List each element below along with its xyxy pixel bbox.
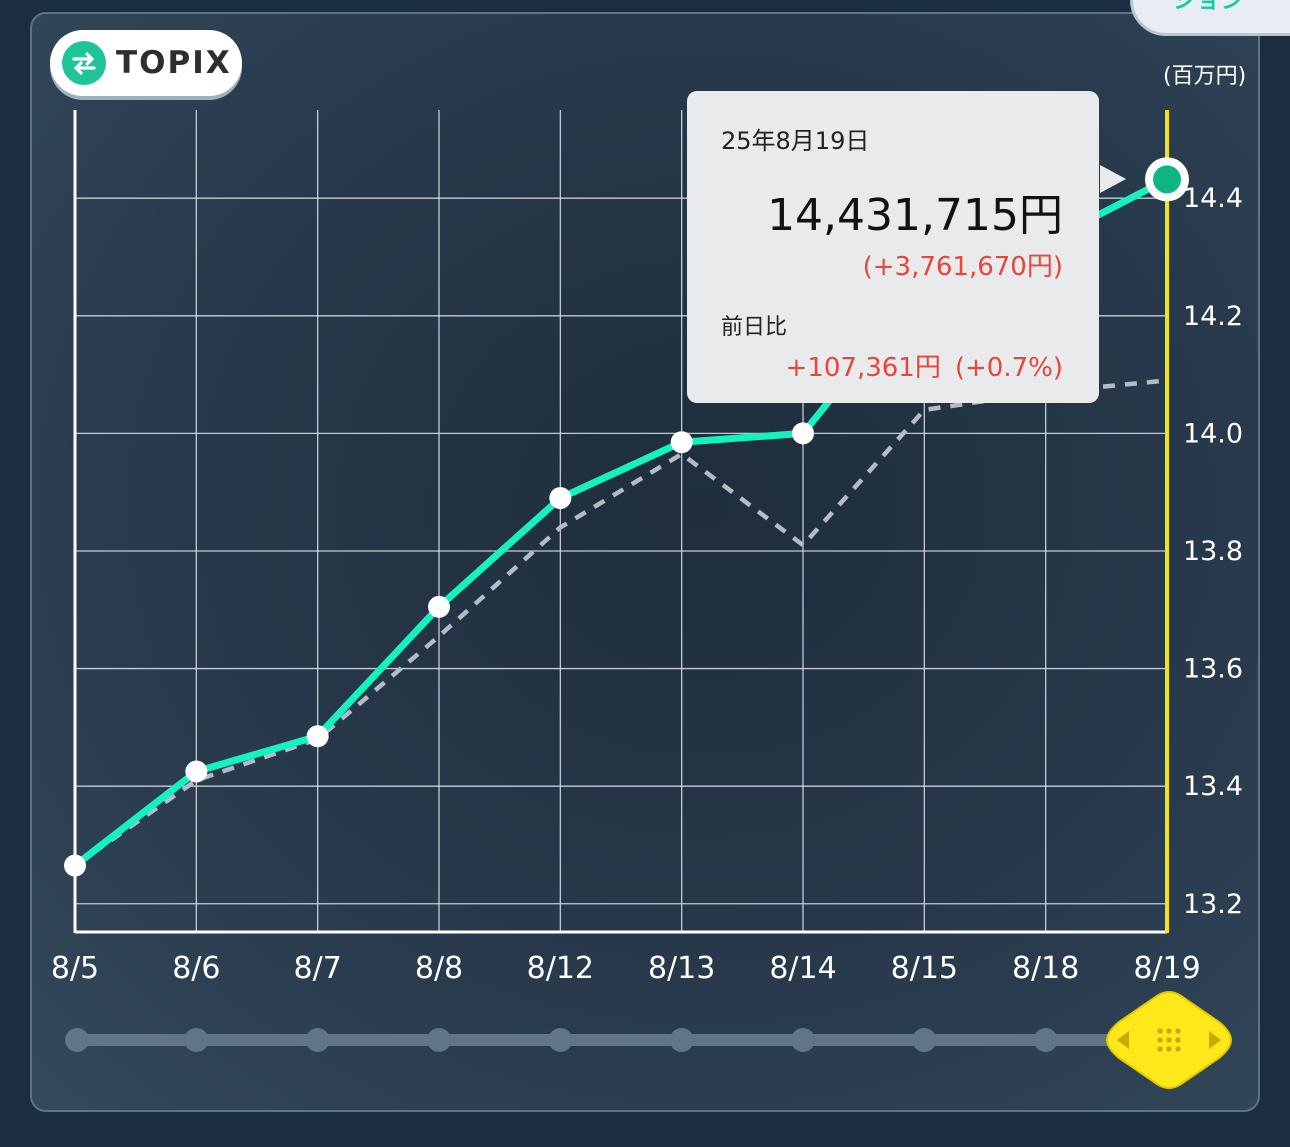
y-tick-label: 13.6 [1183,654,1243,685]
slider-stop [548,1028,573,1052]
data-point [670,431,693,454]
axes [73,110,1169,934]
slider-stop [1033,1028,1058,1052]
tooltip-prev-label: 前日比 [721,315,788,340]
handle-right-arrow-icon [1209,1031,1221,1049]
grip-dot-icon [1175,1028,1181,1034]
slider-stop [65,1028,89,1052]
y-tick-label: 13.2 [1183,889,1243,920]
handle-left-arrow-icon [1117,1031,1129,1049]
tooltip-prev-amount: +107,361円 [785,353,941,383]
x-tick-label: 8/6 [172,951,220,986]
y-tick-label: 14.2 [1183,301,1243,332]
value-tooltip: 25年8月19日 14,431,715円 (+3,761,670円) 前日比 +… [687,91,1099,403]
x-tick-label: 8/15 [891,951,958,986]
x-tick-label: 8/5 [51,951,99,986]
data-point [306,725,329,748]
slider-stop [669,1028,694,1052]
grip-dot-icon [1157,1037,1163,1043]
grip-dot-icon [1157,1046,1163,1052]
topix-badge[interactable]: TOPIX [50,30,242,96]
x-tick-label: 8/12 [527,951,594,986]
y-tick-label: 13.4 [1183,771,1243,802]
y-tick-label: 13.8 [1183,536,1243,567]
grip-dot-icon [1175,1037,1181,1043]
tooltip-date: 25年8月19日 [721,127,870,155]
corner-tab[interactable]: ション [1130,0,1290,36]
date-slider[interactable] [65,991,1233,1089]
slider-stop [184,1028,209,1052]
data-point [549,487,572,510]
comparison-series [73,378,1168,868]
exchange-arrows-icon [62,41,106,85]
y-tick-label: 14.4 [1183,183,1243,214]
tooltip-prev-percent: (+0.7%) [954,353,1063,383]
tooltip-pointer [1100,165,1126,193]
comparison-line [73,378,1168,868]
grip-dot-icon [1166,1046,1172,1052]
x-tick-label: 8/14 [769,951,836,986]
data-point [792,422,814,445]
tooltip-total-gain: (+3,761,670円) [862,252,1063,282]
x-tick-label: 8/8 [415,951,463,986]
y-tick-labels: 13.2 13.4 13.6 13.8 14.0 14.2 14.4 [1183,183,1243,920]
grip-dot-icon [1166,1028,1172,1034]
y-axis-unit: (百万円) [1163,64,1247,89]
slider-stop [305,1028,330,1052]
data-point [185,760,208,783]
slider-stop [427,1028,451,1052]
grip-dot-icon [1166,1037,1172,1043]
grid [75,110,1168,932]
grip-dot-icon [1175,1046,1181,1052]
badge-label: TOPIX [116,45,232,81]
data-point [428,595,450,618]
selected-point [1153,165,1181,194]
x-tick-labels: 8/5 8/6 8/7 8/8 8/12 8/13 8/14 8/15 8/18 8/19 [51,951,1201,986]
slider-stop [912,1028,937,1052]
x-tick-label: 8/7 [294,951,342,986]
slider-handle[interactable] [1105,991,1233,1089]
y-tick-label: 14.0 [1183,418,1243,449]
corner-tab-label: ション [1173,0,1246,14]
x-tick-label: 8/18 [1012,951,1079,986]
x-tick-label: 8/19 [1133,951,1200,986]
grip-dot-icon [1157,1028,1163,1034]
tooltip-prev-change: +107,361円 (+0.7%) [786,347,1063,384]
slider-stop [791,1028,815,1052]
data-point [64,854,86,877]
x-tick-label: 8/13 [648,951,715,986]
tooltip-value: 14,431,715円 [767,190,1063,241]
